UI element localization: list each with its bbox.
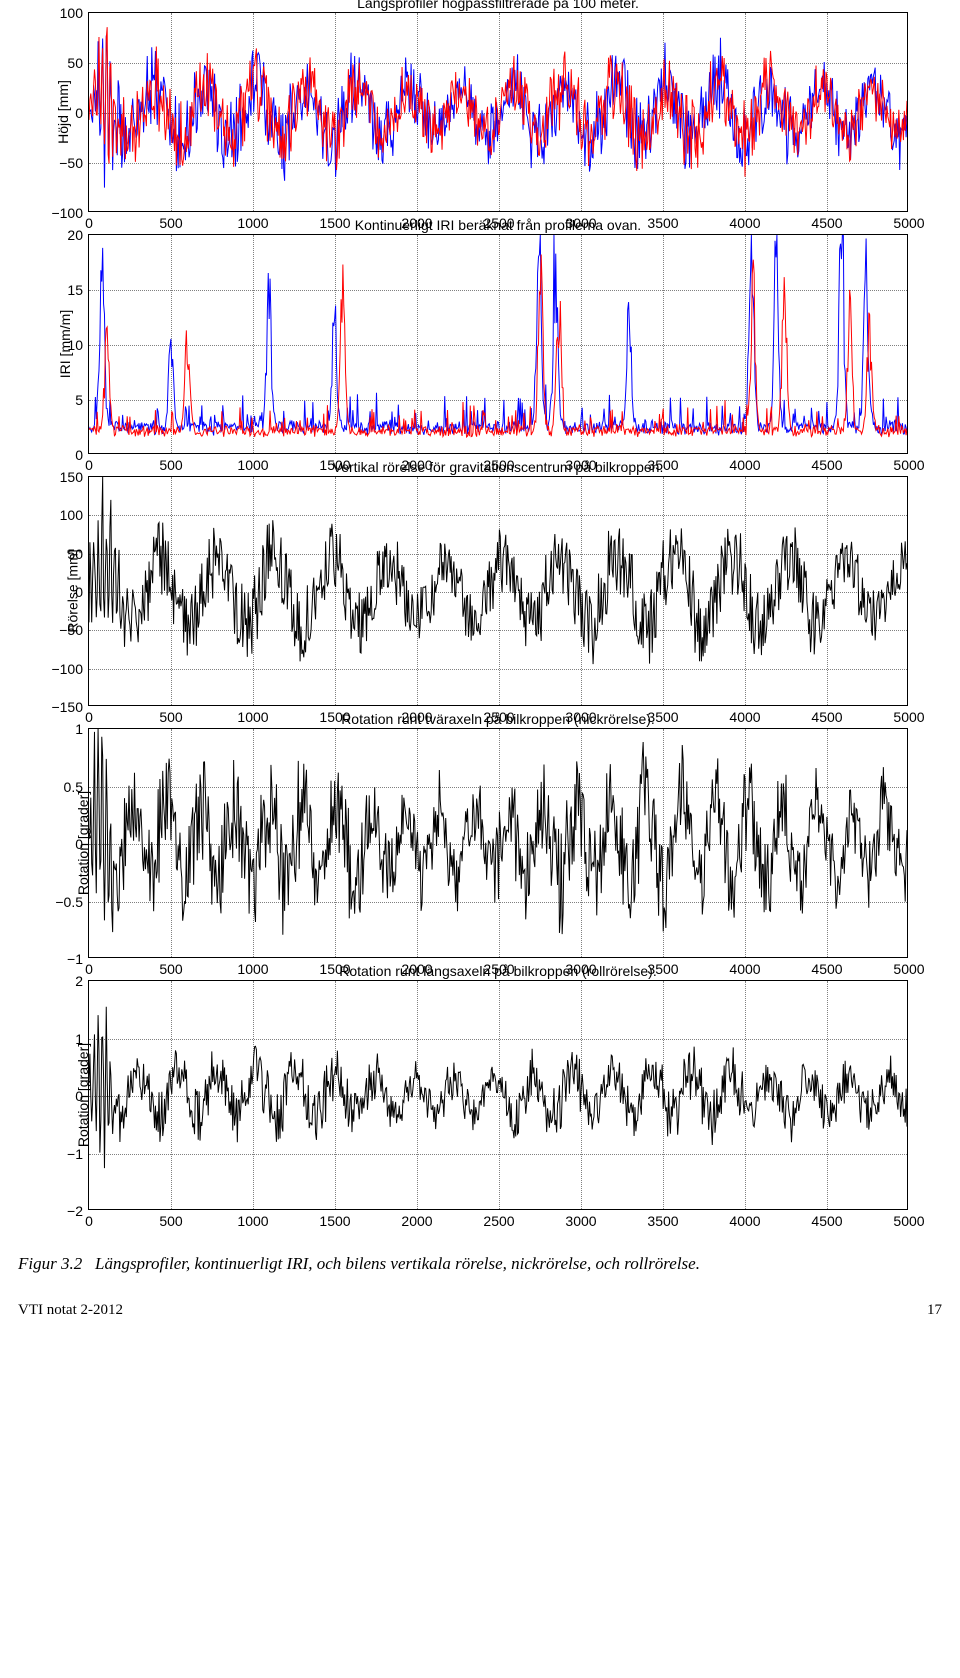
chart-title: Rotation runt längsaxeln på bilkroppen (… [89, 963, 907, 979]
chart-panel-p4: Rotation runt tväraxeln på bilkroppen (n… [88, 728, 942, 958]
figure-number: Figur 3.2 [18, 1254, 82, 1273]
ytick-label: 50 [67, 55, 89, 71]
data-series [89, 235, 907, 435]
ytick-label: −100 [51, 661, 89, 677]
plot-area [89, 477, 907, 705]
ytick-label: 0.5 [64, 779, 89, 795]
ytick-label: −50 [59, 622, 89, 638]
xtick-label: 1500 [319, 1209, 350, 1229]
plot-area [89, 981, 907, 1209]
ytick-label: −50 [59, 155, 89, 171]
y-axis-label: Höjd [mm] [55, 80, 71, 144]
ytick-label: 2 [75, 973, 89, 989]
ytick-label: 100 [60, 5, 89, 21]
ytick-label: 20 [67, 227, 89, 243]
ytick-label: −1 [67, 1146, 89, 1162]
figure-caption-text: Längsprofiler, kontinuerligt IRI, och bi… [95, 1254, 700, 1273]
data-series [89, 729, 907, 935]
plot-area [89, 235, 907, 453]
ytick-label: 0 [75, 1088, 89, 1104]
xtick-label: 2500 [483, 1209, 514, 1229]
ytick-label: 0 [75, 584, 89, 600]
data-series [89, 477, 907, 664]
chart-title: Rotation runt tväraxeln på bilkroppen (n… [89, 711, 907, 727]
xtick-label: 4500 [811, 1209, 842, 1229]
ytick-label: 150 [60, 469, 89, 485]
ytick-label: 1 [75, 1031, 89, 1047]
ytick-label: 1 [75, 721, 89, 737]
chart-title: Längsprofiler högpassfiltrerade på 100 m… [89, 0, 907, 11]
ytick-label: −0.5 [55, 894, 89, 910]
data-series [89, 1007, 907, 1168]
xtick-label: 4000 [729, 1209, 760, 1229]
ytick-label: 15 [67, 282, 89, 298]
xtick-label: 2000 [401, 1209, 432, 1229]
figure-caption: Figur 3.2 Längsprofiler, kontinuerligt I… [18, 1254, 942, 1274]
chart-title: Vertikal rörelse för gravitationscentrum… [89, 459, 907, 475]
xtick-label: 3500 [647, 1209, 678, 1229]
chart-title: Kontinuerligt IRI beräknat från profiler… [89, 217, 907, 233]
ytick-label: 10 [67, 337, 89, 353]
xtick-label: 500 [159, 1209, 182, 1229]
footer-doc-id: VTI notat 2-2012 [18, 1302, 123, 1319]
chart-panel-p5: Rotation runt längsaxeln på bilkroppen (… [88, 980, 942, 1210]
ytick-label: 0 [75, 105, 89, 121]
ytick-label: 100 [60, 507, 89, 523]
chart-panel-p3: Vertikal rörelse för gravitationscentrum… [88, 476, 942, 706]
xtick-label: 3000 [565, 1209, 596, 1229]
xtick-label: 5000 [893, 1209, 924, 1229]
ytick-label: 0 [75, 836, 89, 852]
footer-page-number: 17 [927, 1302, 942, 1319]
plot-area [89, 13, 907, 211]
ytick-label: 5 [75, 392, 89, 408]
chart-panel-p2: Kontinuerligt IRI beräknat från profiler… [88, 234, 942, 454]
ytick-label: 50 [67, 546, 89, 562]
ytick-label: −150 [51, 699, 89, 715]
xtick-label: 1000 [237, 1209, 268, 1229]
plot-area [89, 729, 907, 957]
ytick-label: −100 [51, 205, 89, 221]
xtick-label: 0 [85, 1209, 93, 1229]
chart-panel-p1: Längsprofiler högpassfiltrerade på 100 m… [88, 12, 942, 212]
